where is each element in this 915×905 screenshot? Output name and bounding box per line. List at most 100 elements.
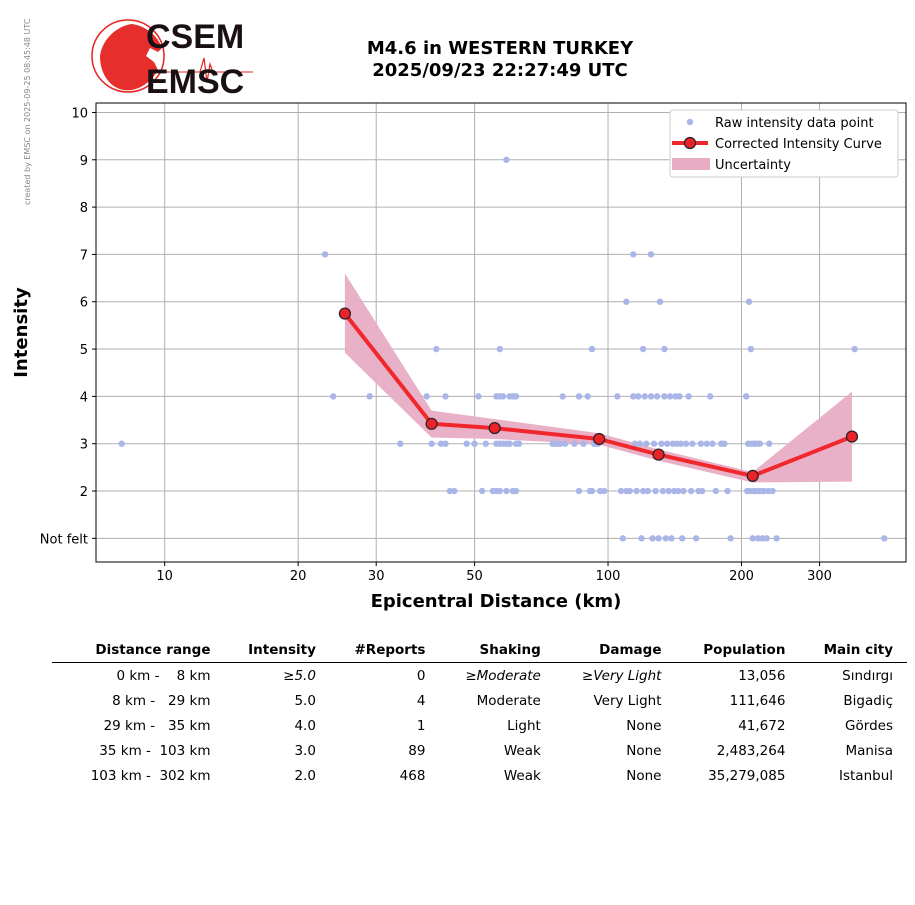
y-tick-label: 6 bbox=[80, 296, 88, 311]
raw-data-point bbox=[623, 298, 630, 305]
cell-intensity: 3.0 bbox=[294, 742, 316, 759]
raw-data-point bbox=[668, 535, 675, 542]
raw-data-point bbox=[423, 393, 430, 400]
y-axis-label: Intensity bbox=[11, 287, 32, 378]
raw-data-point bbox=[433, 345, 440, 353]
raw-data-point bbox=[724, 487, 731, 495]
raw-data-point bbox=[712, 487, 719, 495]
logo-seismo-spike bbox=[199, 57, 214, 83]
raw-data-point bbox=[743, 393, 750, 400]
legend: Raw intensity data point Corrected Intens… bbox=[669, 109, 899, 178]
legend-box bbox=[669, 109, 899, 178]
y-tick-label: 7 bbox=[80, 248, 88, 263]
cell-range: 29 km - 35 km bbox=[103, 717, 211, 734]
raw-data-point bbox=[662, 535, 670, 542]
raw-data-point bbox=[703, 440, 710, 447]
col-intensity: Intensity bbox=[224, 640, 330, 663]
raw-data-point bbox=[644, 487, 652, 495]
y-tick-label: 4 bbox=[80, 390, 88, 405]
cell-reports: 0 bbox=[416, 667, 426, 684]
intensity-chart: 10 20 30 50 100 200 300 Not felt 2 3 4 5 6 7 8 9 10 Epice… bbox=[11, 102, 907, 612]
raw-data-point bbox=[635, 393, 642, 400]
raw-data-point bbox=[626, 487, 634, 495]
logo-graphic: CSEM EMSC bbox=[91, 18, 253, 101]
raw-data-point bbox=[692, 535, 700, 542]
raw-data-point bbox=[512, 487, 520, 495]
x-tick-label: 30 bbox=[368, 569, 385, 584]
raw-data-point bbox=[575, 393, 583, 400]
legend-band-swatch bbox=[672, 158, 710, 170]
cell-city: Manisa bbox=[845, 742, 893, 759]
y-tick-label: 3 bbox=[80, 438, 88, 453]
raw-data-point bbox=[661, 393, 668, 400]
raw-data-point bbox=[650, 440, 658, 447]
cell-damage: Very Light bbox=[593, 692, 662, 709]
raw-data-point bbox=[649, 535, 656, 542]
x-tick-label: 10 bbox=[156, 569, 173, 584]
cell-reports: 1 bbox=[416, 717, 426, 734]
raw-data-point bbox=[655, 535, 662, 542]
raw-data-point bbox=[756, 440, 764, 447]
y-tick-label: 2 bbox=[80, 485, 88, 500]
raw-data-point bbox=[506, 440, 513, 447]
raw-data-point bbox=[763, 535, 770, 542]
col-population: Population bbox=[675, 640, 800, 663]
x-tick-label: 20 bbox=[290, 569, 307, 584]
raw-data-point bbox=[706, 393, 714, 400]
cell-damage: None bbox=[626, 717, 662, 734]
raw-data-point bbox=[633, 487, 640, 495]
raw-data-point bbox=[428, 440, 435, 447]
raw-data-point bbox=[482, 440, 489, 447]
raw-data-point bbox=[687, 487, 695, 495]
raw-data-point bbox=[118, 440, 125, 447]
cell-population: 13,056 bbox=[738, 667, 786, 684]
y-tick-label: 8 bbox=[80, 201, 88, 216]
raw-data-point bbox=[773, 535, 780, 542]
cell-damage: ≥Very Light bbox=[581, 667, 662, 684]
x-tick-label: 100 bbox=[596, 569, 621, 584]
raw-data-point bbox=[478, 487, 486, 495]
raw-data-point bbox=[614, 393, 621, 400]
cell-shaking: Moderate bbox=[476, 692, 541, 709]
raw-data-point bbox=[659, 487, 667, 495]
curve-marker bbox=[746, 469, 759, 482]
table-row: 0 km - 8 km ≥5.0 0 ≥Moderate ≥Very Light… bbox=[52, 663, 907, 689]
curve-marker bbox=[652, 448, 665, 461]
raw-data-point bbox=[665, 487, 672, 495]
x-axis-label: Epicentral Distance (km) bbox=[371, 591, 622, 612]
raw-data-point bbox=[769, 487, 776, 495]
raw-data-point bbox=[676, 393, 683, 400]
raw-data-point bbox=[630, 393, 637, 400]
raw-data-point bbox=[636, 440, 644, 447]
raw-data-point bbox=[766, 440, 773, 447]
cell-range: 0 km - 8 km bbox=[116, 667, 211, 684]
raw-data-point bbox=[680, 487, 687, 495]
cell-intensity: ≥5.0 bbox=[283, 667, 316, 684]
raw-data-point bbox=[321, 251, 329, 258]
raw-data-point bbox=[881, 535, 888, 542]
raw-data-point bbox=[639, 345, 647, 353]
raw-data-point bbox=[682, 440, 690, 447]
curve-marker bbox=[593, 432, 606, 446]
cell-population: 111,646 bbox=[729, 692, 786, 709]
title-datetime: 2025/09/23 22:27:49 UTC bbox=[372, 60, 628, 81]
table-row: 35 km - 103 km 3.0 89 Weak None 2,483,26… bbox=[52, 738, 907, 763]
raw-data-point bbox=[397, 440, 404, 447]
raw-data-point bbox=[658, 440, 665, 447]
raw-data-point bbox=[666, 393, 674, 400]
raw-data-point bbox=[600, 487, 608, 495]
raw-data-point bbox=[851, 345, 858, 353]
raw-data-point bbox=[689, 440, 696, 447]
legend-raw-marker bbox=[686, 118, 694, 126]
raw-data-point bbox=[588, 345, 596, 353]
legend-label-curve: Corrected Intensity Curve bbox=[715, 137, 882, 152]
raw-data-point bbox=[639, 487, 647, 495]
raw-data-point bbox=[556, 440, 564, 447]
raw-data-point bbox=[677, 440, 685, 447]
raw-data-point bbox=[463, 440, 470, 447]
cell-range: 103 km - 302 km bbox=[90, 767, 211, 784]
raw-data-point bbox=[471, 440, 478, 447]
raw-data-point bbox=[330, 393, 337, 400]
raw-data-point bbox=[559, 393, 566, 400]
col-reports: #Reports bbox=[329, 640, 440, 663]
